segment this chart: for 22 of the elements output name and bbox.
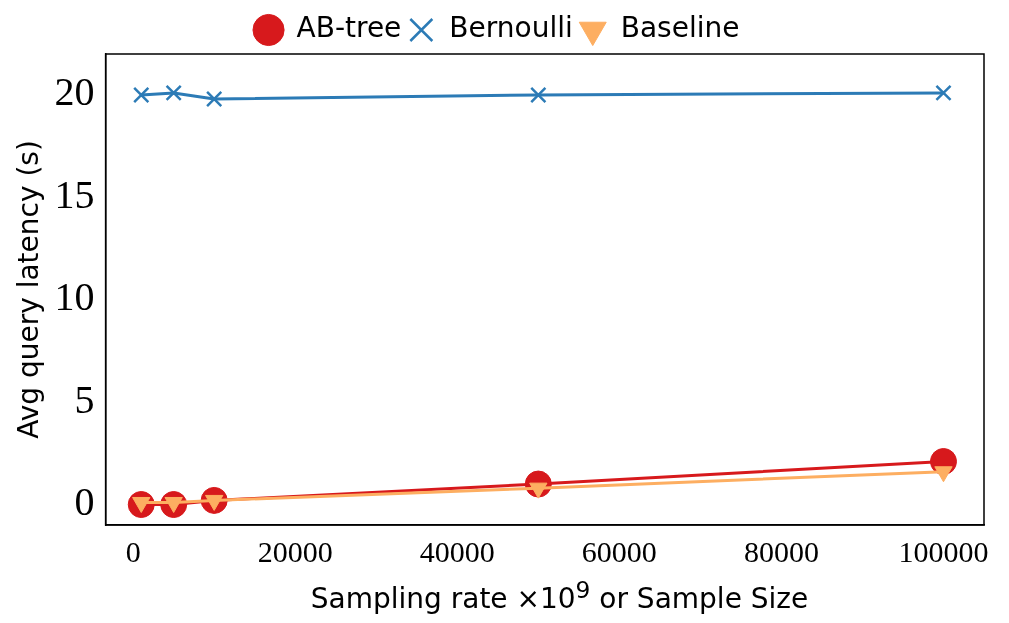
y-tick-label: 5 xyxy=(74,376,95,422)
y-axis-title: Avg query latency (s) xyxy=(12,140,46,439)
legend-label: AB-tree xyxy=(296,11,402,45)
y-tick-label: 20 xyxy=(54,69,95,115)
y-tick-label: 10 xyxy=(54,274,95,320)
x-axis-title: Sampling rate ×10$^{9}$ or Sample Size xyxy=(309,575,810,615)
point xyxy=(132,86,150,104)
point xyxy=(935,84,952,102)
x-tick-label: 100000 xyxy=(898,534,989,568)
x-tick-label: 20000 xyxy=(257,534,333,568)
point xyxy=(205,90,223,108)
point xyxy=(530,86,547,104)
legend-label: Bernoulli xyxy=(449,11,573,45)
x-tick-label: 0 xyxy=(125,534,141,568)
y-tick-label: 0 xyxy=(74,479,95,525)
y-tick-label: 15 xyxy=(54,171,95,217)
legend-label: Baseline xyxy=(620,11,740,45)
x-tick-label: 40000 xyxy=(419,534,495,568)
x-tick-label: 80000 xyxy=(743,534,819,568)
x-tick-label: 60000 xyxy=(581,534,657,568)
point xyxy=(165,84,182,102)
point xyxy=(934,466,953,483)
